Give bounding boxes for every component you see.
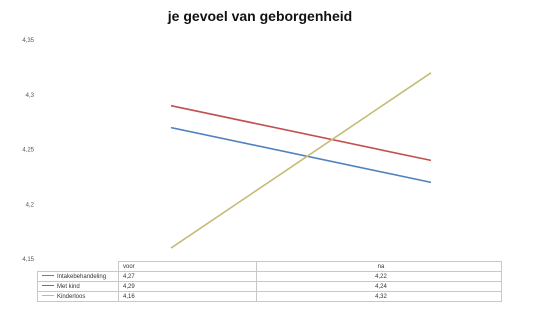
table-corner-cell xyxy=(37,261,119,272)
series-label-cell: Met kind xyxy=(37,281,119,292)
category-label: na xyxy=(256,261,502,272)
series-name: Intakebehandeling xyxy=(57,273,107,280)
legend-swatch xyxy=(42,285,54,287)
series-label-cell: Kinderloos xyxy=(37,291,119,302)
series-line-3 xyxy=(170,72,432,249)
y-tick-label: 4,3 xyxy=(26,93,35,99)
plot-area: 4,35 4,3 4,25 4,2 4,15 xyxy=(22,38,432,262)
series-name: Met kind xyxy=(57,283,80,290)
table-row: Intakebehandeling 4,27 4,22 xyxy=(37,271,502,282)
legend-swatch xyxy=(42,295,54,297)
table-row: Met kind 4,29 4,24 xyxy=(37,281,502,292)
legend-swatch xyxy=(42,275,54,277)
data-table: voor na Intakebehandeling 4,27 4,22 Met kind 4… xyxy=(37,261,502,302)
data-value: 4,32 xyxy=(256,291,502,302)
data-value: 4,16 xyxy=(118,291,257,302)
y-tick-label: 4,25 xyxy=(22,148,34,154)
chart-title: je gevoel van geborgenheid xyxy=(167,8,353,24)
series-name: Kinderloos xyxy=(57,293,86,300)
series-line-1 xyxy=(170,126,432,184)
data-value: 4,24 xyxy=(256,281,502,292)
data-value: 4,22 xyxy=(256,271,502,282)
series-label-cell: Intakebehandeling xyxy=(37,271,119,282)
y-tick-label: 4,35 xyxy=(22,38,34,44)
y-tick-label: 4,15 xyxy=(22,257,34,262)
table-row: Kinderloos 4,16 4,32 xyxy=(37,291,502,302)
series-line-2 xyxy=(170,104,432,162)
data-value: 4,29 xyxy=(118,281,257,292)
data-value: 4,27 xyxy=(118,271,257,282)
y-tick-label: 4,2 xyxy=(26,202,35,208)
table-header-row: voor na xyxy=(37,261,502,272)
y-axis-ticks: 4,35 4,3 4,25 4,2 4,15 xyxy=(22,38,34,262)
series-lines xyxy=(170,72,432,249)
category-label: voor xyxy=(118,261,257,272)
